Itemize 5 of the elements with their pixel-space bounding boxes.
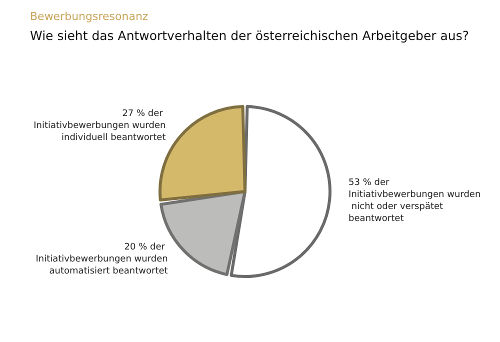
- chart-title: Wie sieht das Antwortverhalten der österreichischen Arbeitgeber aus?: [30, 28, 469, 43]
- slice-label: 53 % der Initiativbewerbungen wurden nicht oder verspätet beantwortet: [348, 178, 481, 224]
- chart-subtitle: Bewerbungsresonanz: [30, 10, 148, 23]
- slice-label: 27 % der Initiativbewerbungen wurden individuell beantwortet: [34, 109, 166, 144]
- slice-label: 20 % der Initiativbewerbungen wurden automatisiert beantwortet: [36, 242, 168, 276]
